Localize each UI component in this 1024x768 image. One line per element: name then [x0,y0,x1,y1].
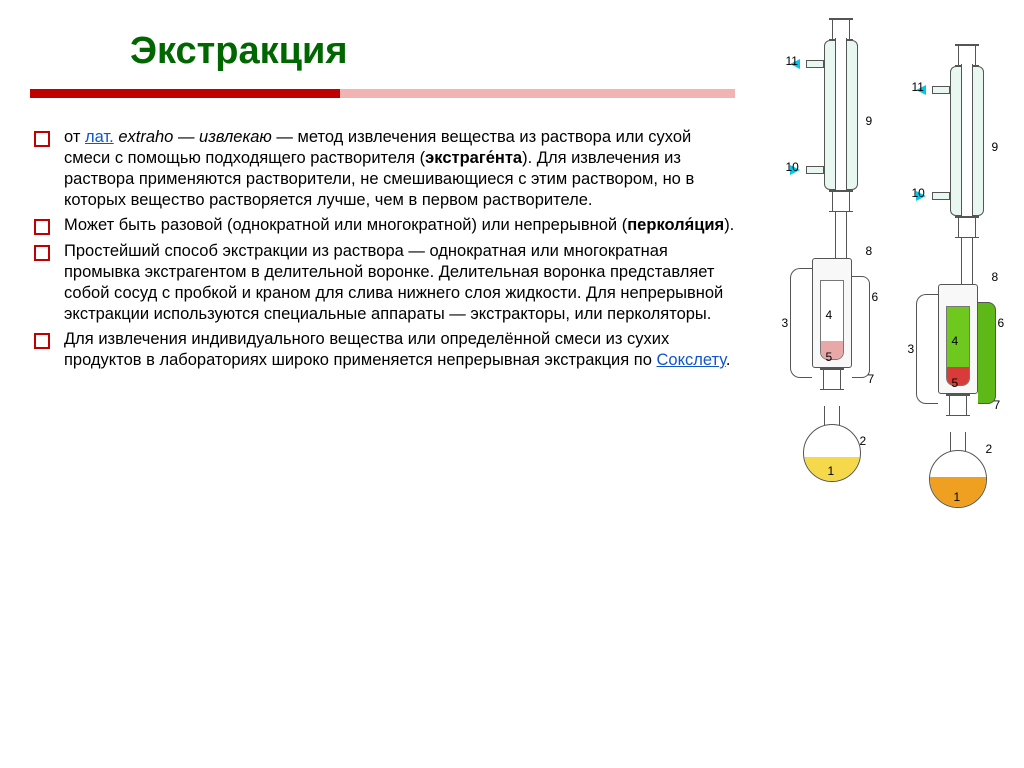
condenser-tube [835,38,847,192]
part-label-11: 11 [912,80,924,94]
condenser-tube [961,64,973,218]
part-label-7: 7 [868,372,875,386]
flask-neck [824,406,840,426]
siphon-tube [978,302,996,404]
vapor-tube [961,238,973,284]
soxhlet-apparatus-empty: 1 2 3 4 5 6 7 8 9 10 11 [768,18,886,568]
part-label-3: 3 [782,316,789,330]
part-label-4: 4 [952,334,959,348]
water-in-nozzle [806,166,824,174]
vapor-tube [835,212,847,258]
joint-top [832,18,850,40]
part-label-9: 9 [992,140,999,154]
text: Может быть разовой (однократной или мног… [64,216,627,234]
text: от [64,128,85,146]
term-extractant: экстраге́нта [425,149,522,167]
flask-neck [950,432,966,452]
part-label-2: 2 [860,434,867,448]
soxhlet-link[interactable]: Сокслету [657,351,726,369]
bullet-1: от лат. extraho — извлекаю — метод извле… [64,127,735,211]
part-label-5: 5 [952,376,959,390]
latin-link[interactable]: лат. [85,128,114,146]
part-label-1: 1 [954,490,961,504]
slide: Экстракция от лат. extraho — извлекаю — … [0,0,1024,768]
part-label-6: 6 [872,290,879,304]
diagram-column: 1234567891011 1234567891011 [755,0,1024,768]
bullet-3: Простейший способ экстракции из раствора… [64,241,735,325]
part-label-6: 6 [998,316,1005,330]
joint-top [958,44,976,66]
water-in-nozzle [932,192,950,200]
slide-title: Экстракция [130,30,735,73]
translation: извлекаю [199,128,272,146]
part-label-1: 1 [828,464,835,478]
vapor-side-arm [916,294,938,404]
part-label-11: 11 [786,54,798,68]
rule-dark [30,89,340,98]
bullet-2: Может быть разовой (однократной или мног… [64,215,735,236]
water-out-nozzle [806,60,824,68]
soxhlet-apparatus-filled: 1 2 3 4 5 6 7 8 9 10 11 [894,18,1012,568]
part-label-10: 10 [912,186,925,200]
part-label-4: 4 [826,308,833,322]
siphon-tube [852,276,870,378]
text: . [726,351,731,369]
part-label-3: 3 [908,342,915,356]
title-rule [30,83,735,99]
water-out-nozzle [932,86,950,94]
content-column: Экстракция от лат. extraho — извлекаю — … [0,0,755,768]
bullet-4: Для извлечения индивидуального вещества … [64,329,735,371]
vapor-side-arm [790,268,812,378]
latin-term: extraho [118,128,173,146]
joint-mid2 [949,394,967,416]
text: ). [724,216,734,234]
part-label-5: 5 [826,350,833,364]
part-label-8: 8 [992,270,999,284]
part-label-9: 9 [866,114,873,128]
part-label-8: 8 [866,244,873,258]
text: Для извлечения индивидуального вещества … [64,330,669,369]
part-label-10: 10 [786,160,799,174]
joint-mid2 [823,368,841,390]
text: — [173,128,199,146]
joint-mid1 [832,190,850,212]
part-label-2: 2 [986,442,993,456]
bullet-list: от лат. extraho — извлекаю — метод извле… [30,127,735,371]
joint-mid1 [958,216,976,238]
term-percolation: перколя́ция [627,216,724,234]
part-label-7: 7 [994,398,1001,412]
